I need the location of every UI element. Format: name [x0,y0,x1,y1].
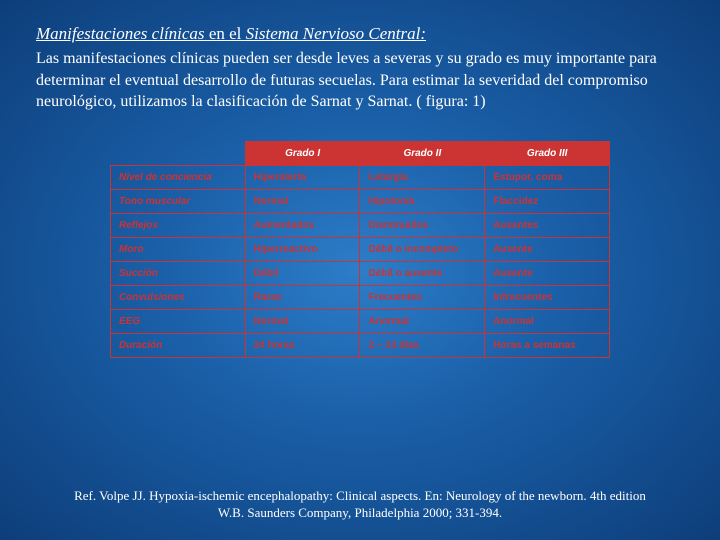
row-cell: Anormal [360,309,485,333]
table-row: Tono muscularNormalHipotoníaFlaccidez [111,189,610,213]
classification-table: Grado I Grado II Grado III Nivel de conc… [110,141,610,358]
row-cell: Hipotonía [360,189,485,213]
row-label: EEG [111,309,246,333]
row-cell: Débil o ausente [360,261,485,285]
table-header-row: Grado I Grado II Grado III [111,141,610,165]
row-cell: Débil [245,261,360,285]
row-label: Tono muscular [111,189,246,213]
row-cell: 2 – 14 días [360,333,485,357]
table-row: ReflejosAumentadosDisminuidosAusentes [111,213,610,237]
table-header-empty [111,141,246,165]
table-row: Duración24 horas2 – 14 díasHoras a seman… [111,333,610,357]
row-cell: Aumentados [245,213,360,237]
row-label: Convulsiones [111,285,246,309]
slide-title: Manifestaciones clínicas en el Sistema N… [36,24,684,44]
row-label: Moro [111,237,246,261]
row-cell: Ausentes [485,213,610,237]
row-cell: Letargia [360,165,485,189]
table-header-grado2: Grado II [360,141,485,165]
row-cell: Ausente [485,261,610,285]
row-cell: Ausente [485,237,610,261]
row-label: Duración [111,333,246,357]
reference-text: Ref. Volpe JJ. Hypoxia-ischemic encephal… [0,488,720,522]
slide-content: Manifestaciones clínicas en el Sistema N… [0,0,720,358]
row-label: Succión [111,261,246,285]
row-cell: Frecuentes [360,285,485,309]
title-segment-3: Sistema Nervioso Central: [246,24,426,43]
row-cell: Anormal [485,309,610,333]
row-cell: 24 horas [245,333,360,357]
table-row: MoroHiperreactivoDébil o incompletoAusen… [111,237,610,261]
table-row: ConvulsionesRarasFrecuentesInfrecuentes [111,285,610,309]
table-header-grado3: Grado III [485,141,610,165]
row-cell: Infrecuentes [485,285,610,309]
row-label: Nivel de conciencia [111,165,246,189]
row-cell: Estupor, coma [485,165,610,189]
table-header-grado1: Grado I [245,141,360,165]
title-segment-1: Manifestaciones clínicas [36,24,205,43]
row-cell: Débil o incompleto [360,237,485,261]
row-cell: Normal [245,189,360,213]
table-row: Nivel de concienciaHiperalertaLetargiaEs… [111,165,610,189]
table-row: EEGNormalAnormalAnormal [111,309,610,333]
row-cell: Raras [245,285,360,309]
table-row: SucciónDébilDébil o ausenteAusente [111,261,610,285]
row-cell: Hiperalerta [245,165,360,189]
table-body: Nivel de concienciaHiperalertaLetargiaEs… [111,165,610,357]
row-cell: Flaccidez [485,189,610,213]
title-segment-2: en el [205,24,246,43]
row-cell: Hiperreactivo [245,237,360,261]
row-label: Reflejos [111,213,246,237]
row-cell: Disminuidos [360,213,485,237]
row-cell: Normal [245,309,360,333]
row-cell: Horas a semanas [485,333,610,357]
classification-table-wrap: Grado I Grado II Grado III Nivel de conc… [110,141,610,358]
slide-paragraph: Las manifestaciones clínicas pueden ser … [36,48,684,113]
